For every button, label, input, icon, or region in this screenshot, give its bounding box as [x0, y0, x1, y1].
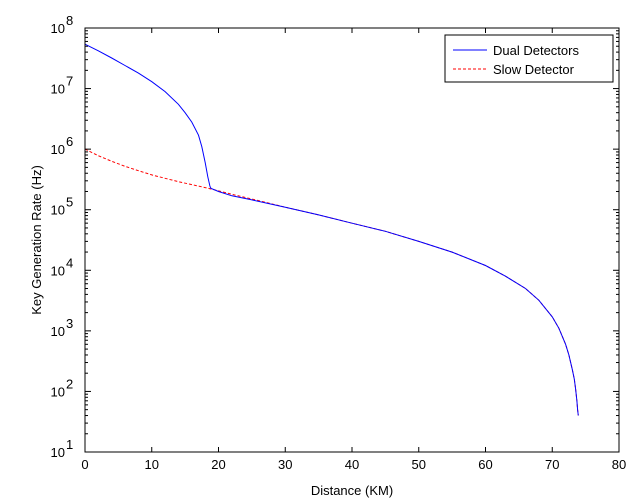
y-tick-label: 10 — [51, 384, 65, 399]
x-tick-label: 30 — [278, 457, 292, 472]
legend-box — [444, 34, 614, 83]
y-tick-label-exponent: 8 — [66, 13, 73, 28]
legend-label: Slow Detector — [493, 62, 575, 77]
y-tick-label-exponent: 5 — [66, 195, 73, 210]
y-axis-title: Key Generation Rate (Hz) — [29, 165, 44, 315]
y-tick-label-exponent: 7 — [66, 74, 73, 89]
x-tick-label: 40 — [345, 457, 359, 472]
y-tick-label: 10 — [51, 21, 65, 36]
x-tick-label: 0 — [81, 457, 88, 472]
y-tick-label-exponent: 2 — [66, 376, 73, 391]
x-tick-label: 60 — [478, 457, 492, 472]
y-tick-label-exponent: 3 — [66, 316, 73, 331]
y-tick-label-exponent: 4 — [66, 255, 73, 270]
y-tick-label: 10 — [51, 142, 65, 157]
y-tick-label: 10 — [51, 263, 65, 278]
x-tick-label: 10 — [145, 457, 159, 472]
y-tick-label-exponent: 1 — [66, 437, 73, 452]
x-tick-label: 50 — [412, 457, 426, 472]
legend-label: Dual Detectors — [493, 43, 579, 58]
y-tick-label: 10 — [51, 324, 65, 339]
y-tick-label: 10 — [51, 445, 65, 460]
x-axis: 0 10 20 30 40 50 60 70 80 — [81, 28, 626, 472]
series-line-dual-detectors — [84, 43, 579, 416]
x-tick-label: 70 — [545, 457, 559, 472]
legend: Dual Detectors Slow Detector — [444, 34, 614, 83]
x-tick-label: 20 — [211, 457, 225, 472]
y-tick-label: 10 — [51, 203, 65, 218]
x-tick-label: 80 — [612, 457, 626, 472]
x-axis-title: Distance (KM) — [311, 483, 393, 498]
y-tick-label: 10 — [51, 82, 65, 97]
y-tick-label-exponent: 6 — [66, 134, 73, 149]
plot-lines — [84, 43, 579, 416]
